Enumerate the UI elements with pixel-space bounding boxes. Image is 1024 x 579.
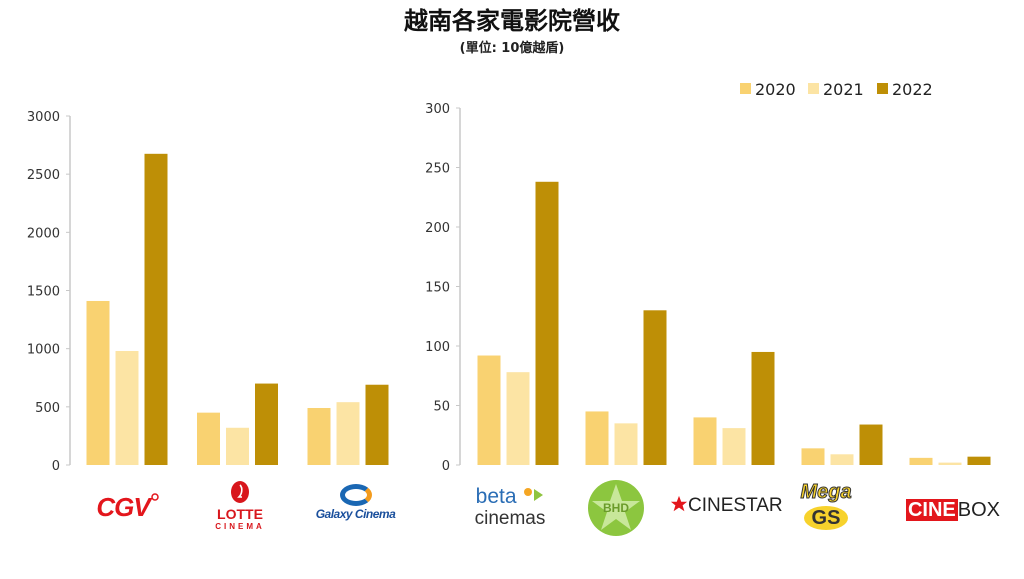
beta-shapes-icon — [524, 488, 544, 501]
bar-mega-gs-2021 — [830, 454, 854, 465]
bar-beta-cinemas-2022 — [535, 181, 559, 465]
logo-mega-text: Mega — [800, 481, 852, 504]
logo-beta-subtext: cinemas — [474, 508, 546, 529]
legend-label-2021: 2021 — [823, 80, 864, 99]
bar-lotte-cinema-2021 — [226, 427, 249, 465]
bar-galaxy-cinema-2022 — [365, 384, 389, 465]
bar-beta-cinemas-2020 — [477, 355, 501, 465]
bar-cinebox-2021 — [938, 462, 962, 465]
legend-swatch-2020 — [740, 83, 751, 94]
chart-1: 0 500 1000 1500 2000 2500 3000 — [27, 110, 389, 474]
logo-lotte: LOTTE CINEMA — [205, 480, 275, 532]
chart-title: 越南各家電影院營收 — [404, 7, 620, 35]
logo-cinebox: CINE BOX — [893, 498, 1013, 522]
logo-cgv: CGV — [88, 492, 168, 522]
chart-subtitle: (單位: 10億越盾) — [459, 41, 565, 56]
y-tick-label: 250 — [425, 162, 450, 177]
logo-box-text: BOX — [957, 499, 1001, 521]
legend-label-2022: 2022 — [892, 80, 933, 99]
lotte-emblem-icon — [231, 481, 249, 503]
y-tick-label: 100 — [425, 340, 450, 355]
logo-gs-text: GS — [804, 506, 848, 530]
bar-beta-cinemas-2021 — [506, 372, 530, 465]
bar-cinestar-2021 — [722, 428, 746, 465]
bar-bhd-2020 — [585, 411, 609, 465]
y-tick-label: 0 — [52, 459, 60, 474]
bar-bhd-2022 — [643, 310, 667, 465]
cgv-star-icon — [150, 493, 159, 501]
bar-lotte-cinema-2020 — [197, 412, 220, 465]
logo-lotte-subtext: CINEMA — [215, 522, 265, 531]
bar-mega-gs-2022 — [859, 424, 883, 465]
legend-label-2020: 2020 — [755, 80, 796, 99]
bar-cinebox-2020 — [909, 457, 933, 465]
y-tick-label: 150 — [425, 281, 450, 296]
legend-swatch-2021 — [808, 83, 819, 94]
logo-cinestar: CINESTAR — [670, 494, 783, 518]
chart-2: 0 50 100 150 200 250 300 2020 2021 2022 — [425, 80, 991, 474]
logo-lotte-text: LOTTE — [217, 506, 263, 522]
bar-cgv-2020 — [86, 300, 110, 465]
bar-cinestar-2022 — [751, 351, 775, 465]
y-tick-label: 2000 — [27, 226, 60, 241]
bhd-star-icon — [588, 480, 644, 536]
bar-cinebox-2022 — [967, 456, 991, 465]
logo-bhd-text: BHD — [603, 501, 629, 515]
bar-galaxy-cinema-2020 — [307, 407, 331, 465]
legend-swatch-2022 — [877, 83, 888, 94]
logo-cinestar-text: CINESTAR — [688, 495, 783, 516]
logo-mega-gs: Mega GS — [795, 480, 857, 530]
cinestar-star-icon — [670, 495, 688, 512]
logo-beta: beta cinemas — [460, 486, 560, 530]
y-tick-label: 2500 — [27, 168, 60, 183]
logo-galaxy: Galaxy Cinema — [308, 484, 403, 522]
bar-lotte-cinema-2022 — [255, 383, 278, 465]
logo-bhd: BHD — [588, 480, 644, 536]
y-tick-label: 50 — [433, 400, 450, 415]
y-tick-label: 0 — [442, 459, 450, 474]
y-tick-label: 200 — [425, 221, 450, 236]
y-tick-label: 1500 — [27, 285, 60, 300]
y-tick-label: 1000 — [27, 343, 60, 358]
bar-bhd-2021 — [614, 423, 638, 465]
y-tick-label: 500 — [35, 401, 60, 416]
legend: 2020 2021 2022 — [740, 80, 933, 99]
y-tick-label: 300 — [425, 102, 450, 117]
logo-galaxy-text: Galaxy Cinema — [315, 507, 396, 521]
galaxy-swirl-icon — [339, 484, 372, 506]
logo-beta-text: beta — [475, 485, 517, 508]
bar-cgv-2021 — [115, 350, 139, 465]
bar-mega-gs-2020 — [801, 448, 825, 465]
logo-cine-text: CINE — [905, 499, 958, 521]
logo-cgv-text: CGV — [96, 492, 150, 522]
bar-cinestar-2020 — [693, 417, 717, 465]
bar-galaxy-cinema-2021 — [336, 402, 360, 465]
y-tick-label: 3000 — [27, 110, 60, 125]
bar-cgv-2022 — [144, 153, 168, 465]
